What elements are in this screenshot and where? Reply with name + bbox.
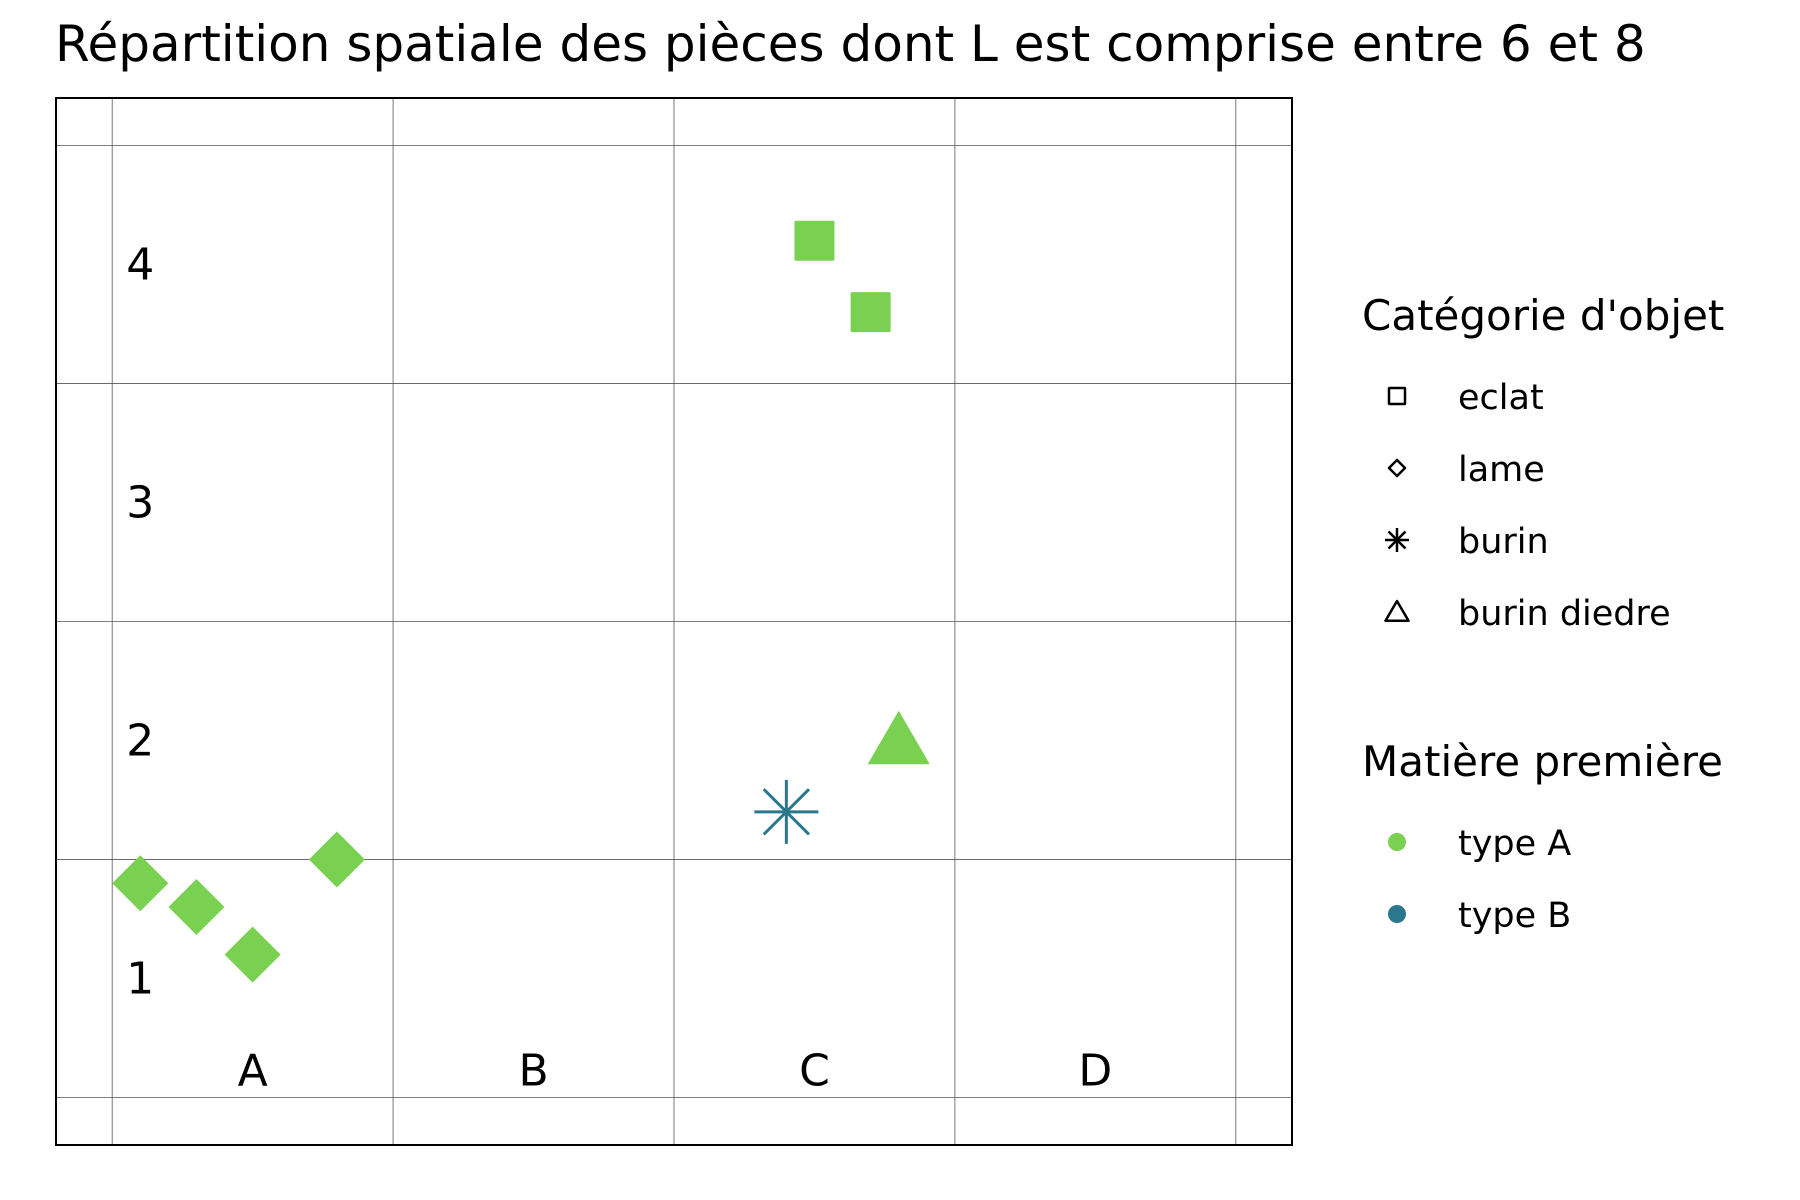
legend-marker-diamond <box>1387 458 1407 478</box>
data-point-diamond <box>112 855 169 912</box>
data-point-square <box>850 292 891 333</box>
legend: Catégorie d'objet Matière première eclat… <box>1362 291 1724 936</box>
legend-shape-label: lame <box>1458 450 1545 490</box>
y-grid-label: 2 <box>126 715 154 766</box>
x-grid-label: D <box>1078 1046 1112 1097</box>
x-grid-label: B <box>518 1046 548 1097</box>
legend-marker-triangle <box>1384 599 1410 623</box>
data-point-diamond <box>168 879 225 936</box>
legend-shape-title: Catégorie d'objet <box>1362 291 1724 340</box>
plot-frame <box>55 97 1293 1146</box>
legend-color-label: type B <box>1458 896 1571 936</box>
legend-marker-asterisk <box>1385 528 1409 552</box>
legend-shape-label: eclat <box>1458 378 1544 418</box>
grid-labels: A B C D 1 2 3 4 <box>126 240 1112 1097</box>
data-point-asterisk <box>754 779 819 844</box>
legend-color-swatch <box>1388 833 1406 851</box>
legend-marker-square <box>1387 386 1407 406</box>
y-grid-label: 4 <box>126 240 154 291</box>
data-point-square <box>794 220 835 261</box>
y-grid-label: 3 <box>126 478 154 529</box>
x-grid-label: C <box>799 1046 830 1097</box>
legend-shape-label: burin <box>1458 522 1549 562</box>
grid <box>56 98 1292 1145</box>
data-point-triangle <box>867 710 930 765</box>
legend-shape-label: burin diedre <box>1458 594 1671 634</box>
legend-color-swatch <box>1388 905 1406 923</box>
y-grid-label: 1 <box>126 953 154 1004</box>
x-grid-label: A <box>238 1046 268 1097</box>
chart-title: Répartition spatiale des pièces dont L e… <box>55 15 1646 73</box>
legend-color-title: Matière première <box>1362 737 1723 786</box>
data-point-diamond <box>224 926 281 983</box>
data-point-diamond <box>308 831 365 888</box>
legend-color-label: type A <box>1458 824 1571 864</box>
data-points <box>112 220 930 983</box>
